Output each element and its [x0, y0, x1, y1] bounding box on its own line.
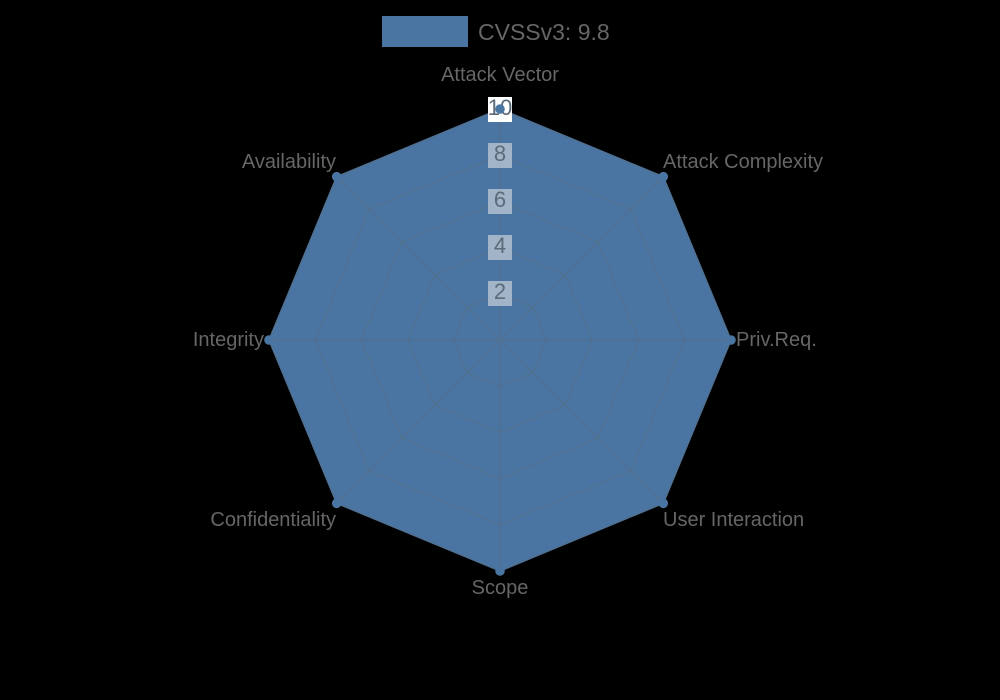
svg-text:4: 4 — [494, 233, 506, 258]
svg-text:6: 6 — [494, 187, 506, 212]
svg-text:8: 8 — [494, 141, 506, 166]
svg-text:2: 2 — [494, 279, 506, 304]
